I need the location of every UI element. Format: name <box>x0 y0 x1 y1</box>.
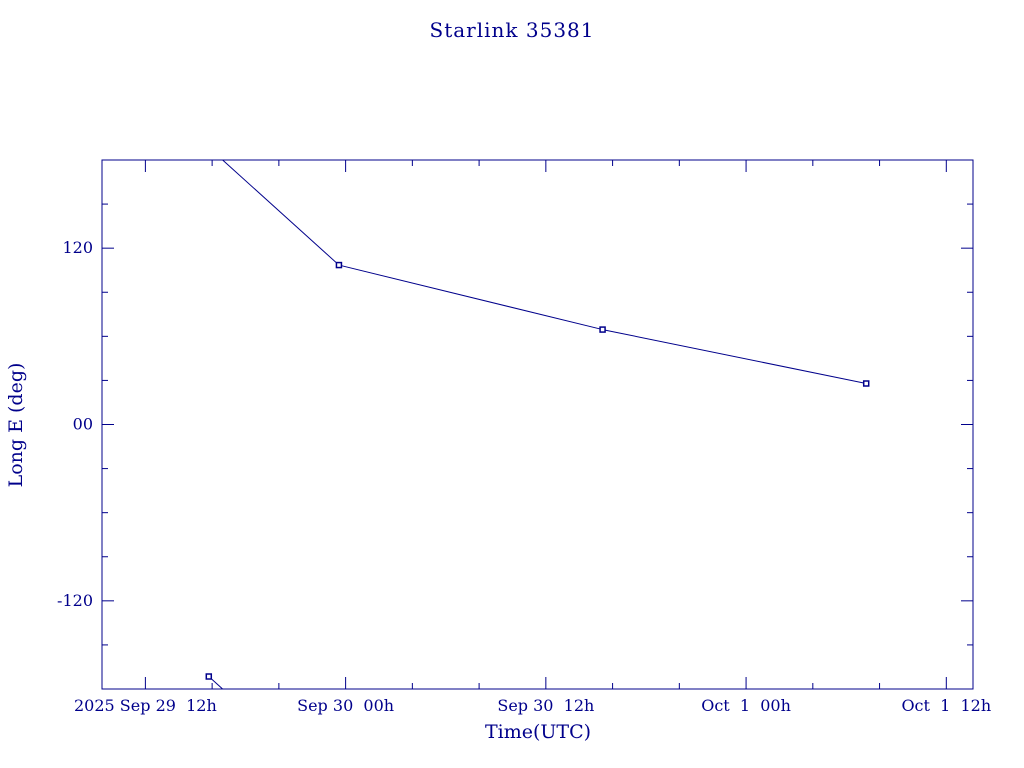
x-axis-ticks: 2025 Sep 29 12h Sep 30 00h Sep 30 12h Oct 1… <box>74 160 991 715</box>
x-tick-label: 2025 Sep 29 12h <box>74 696 217 715</box>
data-point <box>862 380 870 387</box>
series-segment <box>221 160 340 266</box>
data-point <box>205 673 213 680</box>
chart-title: Starlink 35381 <box>430 18 595 42</box>
series-segment <box>602 329 867 384</box>
y-tick-label: 00 <box>73 415 93 434</box>
data-point <box>335 261 343 269</box>
series-segment <box>208 676 224 689</box>
x-tick-label: Sep 30 12h <box>497 696 594 715</box>
x-tick-label: Oct 1 00h <box>701 696 791 715</box>
x-axis-title: Time(UTC) <box>485 721 591 743</box>
x-tick-label: Oct 1 12h <box>901 696 991 715</box>
data-point <box>599 326 606 333</box>
y-axis-ticks: 120 00 -120 <box>57 238 973 610</box>
series-line <box>208 160 867 689</box>
y-tick-label: 120 <box>62 238 93 257</box>
series-longitude <box>205 160 870 689</box>
plot-frame <box>101 159 974 690</box>
y-axis-title: Long E (deg) <box>5 363 27 488</box>
minor-ticks <box>102 160 973 689</box>
y-tick-label: -120 <box>57 591 93 610</box>
x-tick-label: Sep 30 00h <box>297 696 394 715</box>
series-segment <box>338 264 603 331</box>
